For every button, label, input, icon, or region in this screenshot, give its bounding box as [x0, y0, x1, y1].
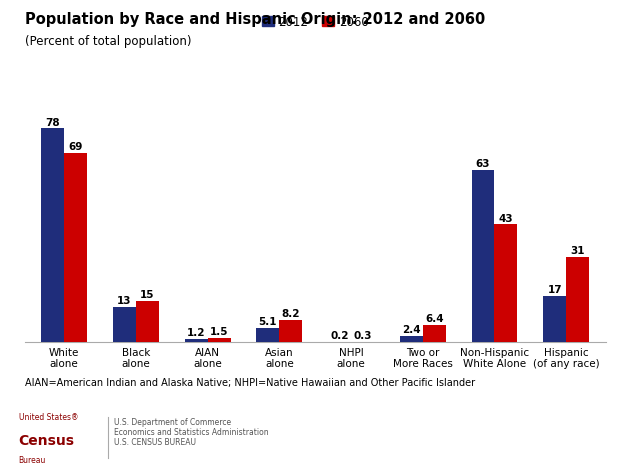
Text: 8.2: 8.2: [282, 308, 300, 318]
Bar: [351, 342, 374, 343]
Text: Bureau: Bureau: [19, 455, 46, 463]
Bar: [494, 225, 517, 343]
Bar: [136, 301, 159, 343]
Bar: [543, 296, 566, 343]
Bar: [328, 342, 351, 343]
Text: 1.5: 1.5: [210, 326, 228, 337]
Text: 2.4: 2.4: [402, 324, 421, 334]
Text: United States®: United States®: [19, 412, 78, 421]
Text: 69: 69: [69, 142, 83, 152]
Bar: [185, 339, 208, 343]
Text: Population by Race and Hispanic Origin: 2012 and 2060: Population by Race and Hispanic Origin: …: [25, 12, 485, 26]
Text: Census: Census: [19, 433, 75, 447]
Text: 17: 17: [548, 284, 562, 294]
Bar: [279, 320, 302, 343]
Text: 6.4: 6.4: [425, 313, 444, 323]
Text: 5.1: 5.1: [258, 317, 277, 327]
Bar: [41, 129, 64, 343]
Text: 78: 78: [45, 117, 60, 127]
Text: AIAN=American Indian and Alaska Native; NHPI=Native Hawaiian and Other Pacific I: AIAN=American Indian and Alaska Native; …: [25, 377, 475, 388]
Bar: [64, 154, 87, 343]
Text: (Percent of total population): (Percent of total population): [25, 35, 191, 48]
Text: 0.2: 0.2: [330, 330, 349, 340]
Bar: [472, 170, 494, 343]
Text: 1.2: 1.2: [187, 327, 205, 338]
Bar: [566, 258, 589, 343]
Bar: [113, 307, 136, 343]
Bar: [423, 325, 446, 343]
Text: 0.3: 0.3: [353, 330, 372, 340]
Text: 15: 15: [140, 290, 154, 300]
Legend: 2012, 2060: 2012, 2060: [262, 16, 368, 29]
Text: U.S. Department of Commerce
Economics and Statistics Administration
U.S. CENSUS : U.S. Department of Commerce Economics an…: [114, 417, 269, 446]
Bar: [256, 329, 279, 343]
Text: 63: 63: [476, 158, 490, 169]
Bar: [400, 336, 423, 343]
Text: 31: 31: [570, 246, 585, 256]
Text: 13: 13: [117, 295, 132, 305]
Text: 43: 43: [499, 213, 514, 223]
Bar: [208, 338, 231, 343]
